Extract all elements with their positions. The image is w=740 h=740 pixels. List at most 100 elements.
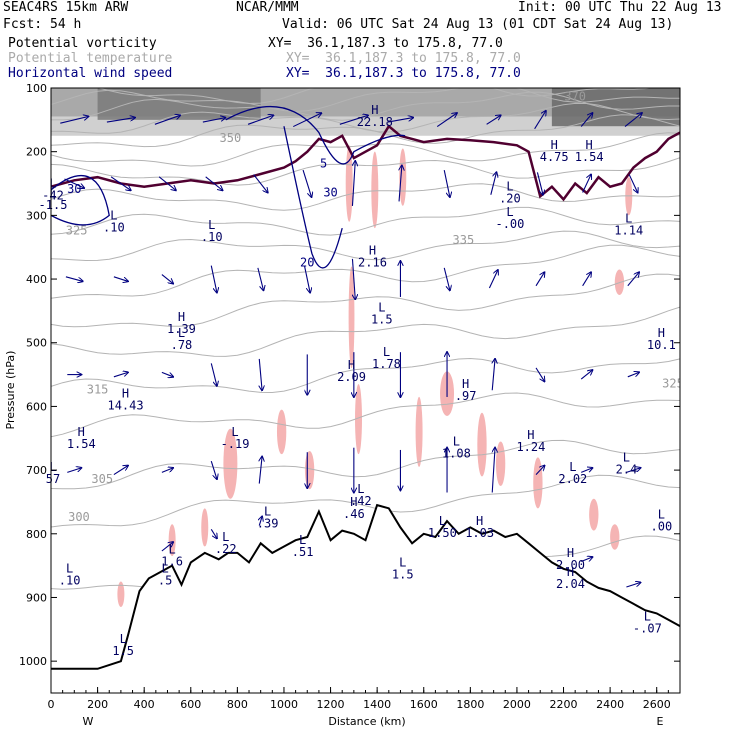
extremum-value: 2.04	[556, 577, 585, 591]
wind-speed-label: 20	[300, 255, 314, 269]
wind-vector	[293, 113, 321, 128]
pv-region	[589, 498, 599, 531]
field-xy-theta: XY= 36.1,187.3 to 175.8, 77.0	[286, 51, 521, 66]
wind-vector	[580, 370, 592, 380]
wind-vector	[205, 176, 223, 190]
west-endpoint-label: W	[83, 715, 94, 728]
pv-region	[276, 409, 287, 455]
wind-vectors	[60, 111, 642, 588]
extremum-type: L	[49, 176, 56, 190]
extremum-value: 1.54	[575, 150, 604, 164]
extremum-type: L	[399, 555, 406, 569]
wind-vector	[387, 118, 413, 123]
theta-contour-line	[51, 114, 680, 148]
theta-contour-line	[51, 273, 680, 328]
x-tick-label: 2000	[503, 698, 531, 711]
wind-vector	[106, 118, 135, 123]
wind-vector	[161, 274, 173, 284]
wind-vector	[64, 178, 84, 188]
extremum-type: L	[299, 533, 306, 547]
wind-vector	[113, 372, 128, 378]
x-tick-label: 1200	[317, 698, 345, 711]
pv-region	[348, 266, 355, 369]
wind-vector	[110, 176, 131, 190]
extremum-value: -.07	[633, 622, 662, 636]
terrain-fill	[51, 505, 680, 693]
theta-contour-label: 325	[66, 223, 88, 237]
x-axis-label: Distance (km)	[328, 715, 405, 728]
x-tick-label: 2200	[550, 698, 578, 711]
wind-vector	[486, 115, 501, 125]
wind-speed-label: 30	[323, 185, 337, 199]
extremum-value: 1.5	[392, 567, 414, 581]
y-tick-label: 900	[26, 591, 47, 604]
field-xy-pv: XY= 36.1,187.3 to 175.8, 77.0	[268, 36, 503, 51]
extremum-type: L	[625, 211, 632, 225]
x-tick-label: 1800	[456, 698, 484, 711]
extremum-type: L	[453, 434, 460, 448]
extremum-type: H	[551, 138, 558, 152]
wind-vector	[113, 466, 128, 476]
theta-contour-label: 350	[220, 131, 242, 145]
x-tick-label: 2400	[596, 698, 624, 711]
y-tick-label: 100	[26, 82, 47, 95]
extremum-value: .42	[350, 494, 372, 508]
extremum-type: L	[378, 301, 385, 315]
init-time: Init: 00 UTC Thu 22 Aug 13	[518, 0, 722, 15]
extremum-type: L	[120, 632, 127, 646]
wind-vector	[492, 359, 495, 391]
extremum-value: 1.50	[428, 526, 457, 540]
extremum-type: L	[383, 345, 390, 359]
wind-vector	[257, 267, 264, 290]
x-tick-label: 600	[180, 698, 201, 711]
x-tick-label: 0	[48, 698, 55, 711]
wind-vector	[581, 557, 592, 563]
wind-vector	[581, 468, 592, 473]
wind-vector	[535, 466, 544, 475]
extremum-type: H	[122, 387, 129, 401]
wind-vector	[65, 276, 83, 281]
extremum-type: H	[658, 326, 665, 340]
extremum-type: L	[162, 562, 169, 576]
wind-vector	[582, 272, 591, 287]
pv-region	[399, 148, 407, 206]
extremum-type: L	[658, 508, 665, 522]
x-tick-label: 200	[87, 698, 108, 711]
y-tick-label: 1000	[19, 655, 47, 668]
extremum-value: .51	[292, 545, 314, 559]
extremum-type: H	[348, 358, 355, 372]
theta-contour-label: 325	[662, 376, 684, 390]
extremum-value: .00	[651, 520, 673, 534]
extremum-type: L	[623, 450, 630, 464]
wind-vector	[302, 169, 311, 197]
extremum-type: L	[222, 530, 229, 544]
extremum-type: H	[476, 514, 483, 528]
wind-vector	[161, 542, 173, 552]
wind-vector	[351, 161, 355, 206]
extremum-value: .10	[59, 574, 81, 588]
x-tick-label: 1000	[270, 698, 298, 711]
extremum-type: H	[369, 243, 376, 257]
extremum-type: L	[178, 326, 185, 340]
theta-contour-label: 300	[68, 510, 90, 524]
wind-vector	[628, 174, 637, 193]
theta-contour-line	[51, 88, 680, 112]
extremum-value: 1.6	[161, 555, 183, 569]
extremum-value: 2.09	[337, 370, 366, 384]
extremum-type: H	[350, 495, 357, 509]
extremum-value: -42	[42, 188, 64, 202]
extremum-type: L	[49, 460, 56, 474]
extremum-value: 1.08	[442, 446, 471, 460]
wind-speed-label: 5	[320, 157, 327, 171]
extremum-value: 1.54	[67, 437, 96, 451]
wind-vector	[210, 460, 217, 479]
model-name: SEAC4RS 15km ARW	[3, 0, 129, 15]
field-name-wind: Horizontal wind speed	[8, 66, 173, 81]
pv-region	[371, 151, 379, 229]
wind-vector	[202, 118, 225, 123]
axes: 0 200 400 600 800 1000 1200 1400 1600 1800 2000 220…	[19, 82, 681, 711]
wind-vector	[67, 468, 81, 473]
wind-vector	[259, 457, 262, 484]
wind-vector	[582, 175, 591, 193]
wind-vector	[161, 371, 173, 376]
